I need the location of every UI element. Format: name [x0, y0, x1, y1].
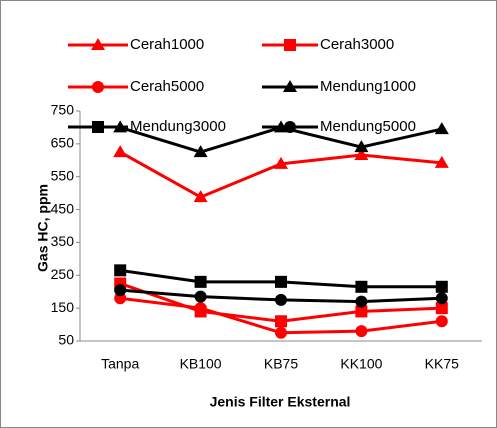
y-tick-label: 250	[51, 266, 75, 282]
data-point	[194, 275, 207, 288]
x-tick-label: Tanpa	[101, 356, 139, 372]
data-point	[354, 148, 369, 161]
data-point	[194, 290, 207, 303]
y-tick-label: 50	[58, 332, 74, 348]
x-tick-label: KB75	[264, 356, 298, 372]
data-point	[194, 302, 207, 315]
data-point	[355, 325, 368, 338]
data-point	[275, 326, 287, 339]
data-point	[275, 275, 287, 288]
data-point	[275, 315, 287, 328]
data-point	[114, 292, 127, 305]
x-tick-label: KK75	[425, 356, 459, 372]
y-axis-label: Gas HC, ppm	[35, 184, 51, 272]
data-point	[434, 122, 449, 135]
legend-label: Cerah5000	[130, 78, 204, 95]
y-tick-label: 350	[51, 233, 75, 249]
data-point	[355, 280, 368, 293]
y-tick-label: 650	[51, 135, 75, 151]
data-point	[114, 284, 127, 297]
y-tick-label: 150	[51, 299, 75, 315]
x-tick-label: KB100	[180, 356, 222, 372]
legend-label: Mendung1000	[320, 78, 416, 95]
data-point	[435, 280, 448, 293]
x-tick-label: KK100	[340, 356, 382, 372]
data-point	[435, 292, 448, 305]
y-tick-label: 750	[51, 102, 75, 118]
data-point	[354, 140, 369, 153]
data-point	[435, 302, 448, 315]
legend-marker	[284, 39, 296, 51]
data-point	[434, 155, 449, 168]
data-point	[274, 156, 288, 169]
y-tick-label: 450	[51, 200, 75, 216]
legend-label: Cerah1000	[130, 36, 204, 53]
legend-label: Mendung3000	[130, 118, 226, 135]
legend-marker	[284, 121, 296, 133]
y-tick-label: 550	[51, 167, 75, 183]
legend-marker	[92, 81, 104, 93]
legend-marker	[92, 121, 104, 133]
data-point	[355, 305, 368, 318]
x-axis-label: Jenis Filter Eksternal	[210, 394, 351, 410]
data-point	[114, 264, 127, 277]
legend-label: Mendung5000	[320, 118, 416, 135]
legend-label: Cerah3000	[320, 36, 394, 53]
data-point	[193, 190, 208, 203]
data-point	[355, 295, 368, 308]
legend-marker	[91, 38, 105, 50]
data-point	[113, 145, 128, 158]
data-point	[275, 293, 287, 306]
legend-marker	[283, 80, 297, 92]
data-point	[435, 315, 448, 328]
data-point	[193, 145, 208, 158]
